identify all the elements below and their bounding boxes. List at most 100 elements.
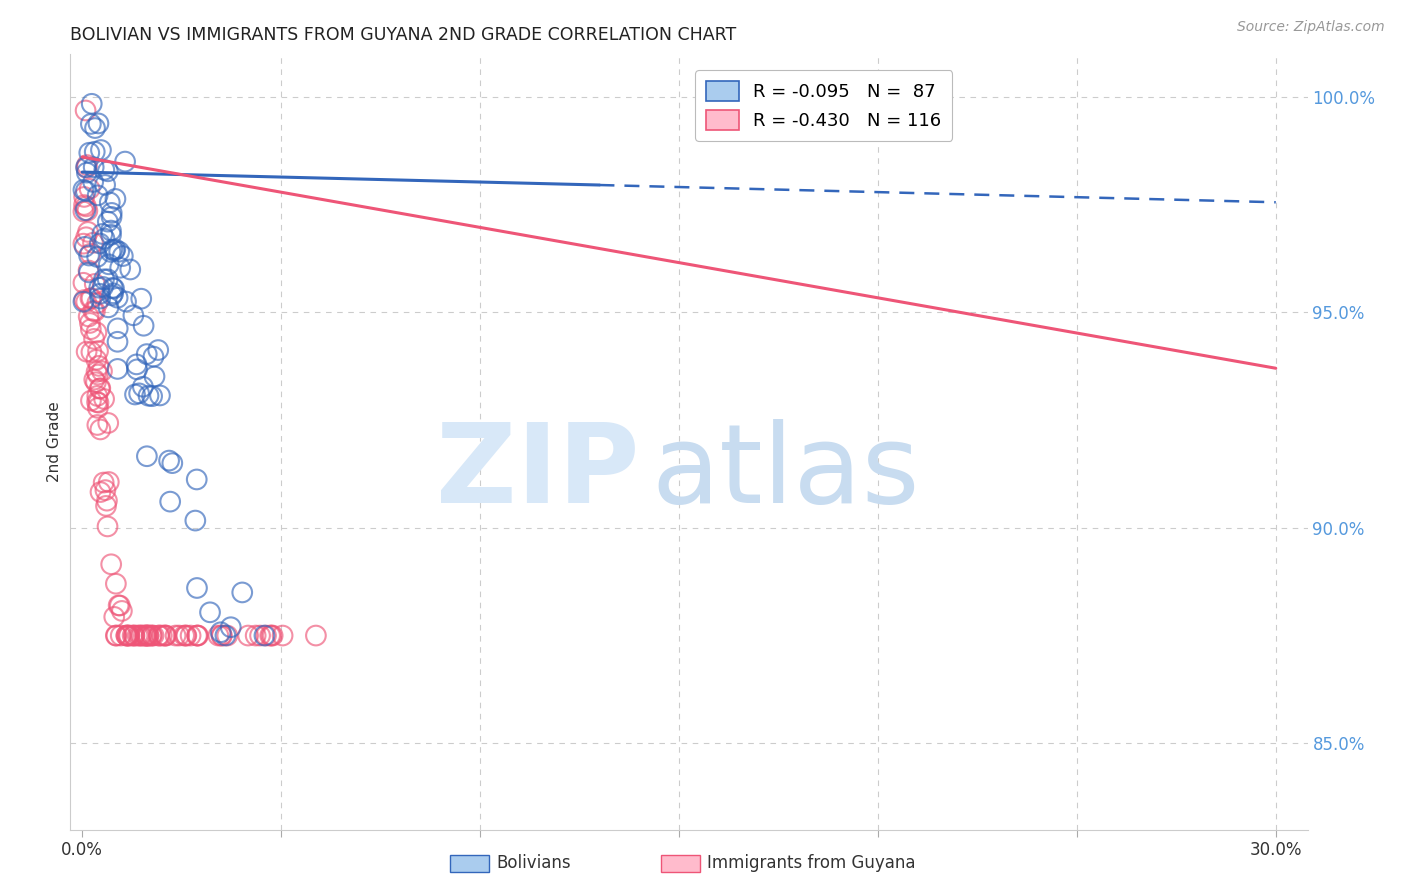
Point <box>128 386 150 401</box>
Text: Immigrants from Guyana: Immigrants from Guyana <box>707 855 915 872</box>
Point <box>245 629 267 643</box>
Point <box>87 368 110 382</box>
Point <box>89 422 111 436</box>
Point <box>76 158 98 172</box>
Text: BOLIVIAN VS IMMIGRANTS FROM GUYANA 2ND GRADE CORRELATION CHART: BOLIVIAN VS IMMIGRANTS FROM GUYANA 2ND G… <box>70 26 737 44</box>
Point <box>79 316 101 330</box>
Point <box>186 581 208 595</box>
Point <box>135 629 157 643</box>
Point <box>89 381 111 395</box>
Point <box>138 629 160 643</box>
Point <box>108 244 131 259</box>
Text: Bolivians: Bolivians <box>496 855 571 872</box>
Point <box>93 162 115 177</box>
Point <box>143 369 166 384</box>
Point <box>132 318 155 333</box>
Point <box>155 629 177 643</box>
Point <box>111 604 134 618</box>
Point <box>135 347 157 361</box>
Point <box>77 225 100 239</box>
Point <box>136 629 159 643</box>
Point <box>86 352 108 367</box>
Point <box>174 629 197 643</box>
Point <box>76 344 98 359</box>
Point <box>148 343 170 357</box>
Point <box>86 326 108 340</box>
Point <box>132 629 155 643</box>
Point <box>165 629 187 643</box>
Point <box>87 344 110 359</box>
Point <box>117 629 139 643</box>
Point <box>100 210 122 224</box>
Point <box>89 281 111 295</box>
Point <box>90 143 112 157</box>
Point <box>211 629 233 643</box>
Point <box>207 629 229 643</box>
Point <box>80 345 103 359</box>
Point <box>86 395 108 409</box>
Point <box>141 629 163 643</box>
Point <box>150 629 173 643</box>
Point <box>125 357 148 371</box>
Point <box>87 116 110 130</box>
Point <box>104 629 127 643</box>
Point <box>97 416 120 430</box>
Point <box>125 362 148 376</box>
Point <box>117 629 139 643</box>
Point <box>262 629 284 643</box>
Point <box>254 629 277 643</box>
Point <box>76 166 98 180</box>
Point <box>91 280 114 294</box>
Point <box>121 629 143 643</box>
Point <box>128 629 150 643</box>
Point <box>107 321 129 335</box>
Point <box>82 235 104 250</box>
Point <box>176 629 198 643</box>
Y-axis label: 2nd Grade: 2nd Grade <box>46 401 62 482</box>
Point <box>231 585 253 599</box>
Point <box>101 243 124 257</box>
Point <box>108 599 131 613</box>
Point <box>89 485 111 500</box>
Point <box>104 576 127 591</box>
Point <box>76 203 98 218</box>
Point <box>271 629 294 643</box>
Point <box>77 263 100 277</box>
Point <box>253 629 276 643</box>
Point <box>100 244 122 259</box>
Point <box>219 620 242 634</box>
Point <box>79 292 101 306</box>
Point <box>80 117 103 131</box>
Point <box>77 145 100 160</box>
Point <box>129 292 152 306</box>
Point <box>72 183 94 197</box>
Point <box>122 308 145 322</box>
Point <box>107 291 129 305</box>
Point <box>73 198 96 212</box>
Point <box>236 629 259 643</box>
Point <box>142 350 165 364</box>
Point <box>149 388 172 402</box>
Point <box>97 257 120 271</box>
Point <box>135 449 157 463</box>
Point <box>73 293 96 307</box>
Point <box>83 373 105 387</box>
Point <box>96 519 118 533</box>
Point <box>105 629 128 643</box>
Point <box>180 629 202 643</box>
Point <box>97 301 120 315</box>
Point <box>101 288 124 302</box>
Point <box>162 456 184 470</box>
Point <box>93 475 115 490</box>
Point <box>186 629 208 643</box>
Point <box>305 629 328 643</box>
Point <box>89 292 111 306</box>
Point <box>110 629 132 643</box>
Point <box>97 272 120 286</box>
Point <box>103 610 125 624</box>
Point <box>77 265 100 279</box>
Point <box>75 161 97 175</box>
Point <box>214 628 236 642</box>
Point <box>100 224 122 238</box>
Point <box>131 629 153 643</box>
